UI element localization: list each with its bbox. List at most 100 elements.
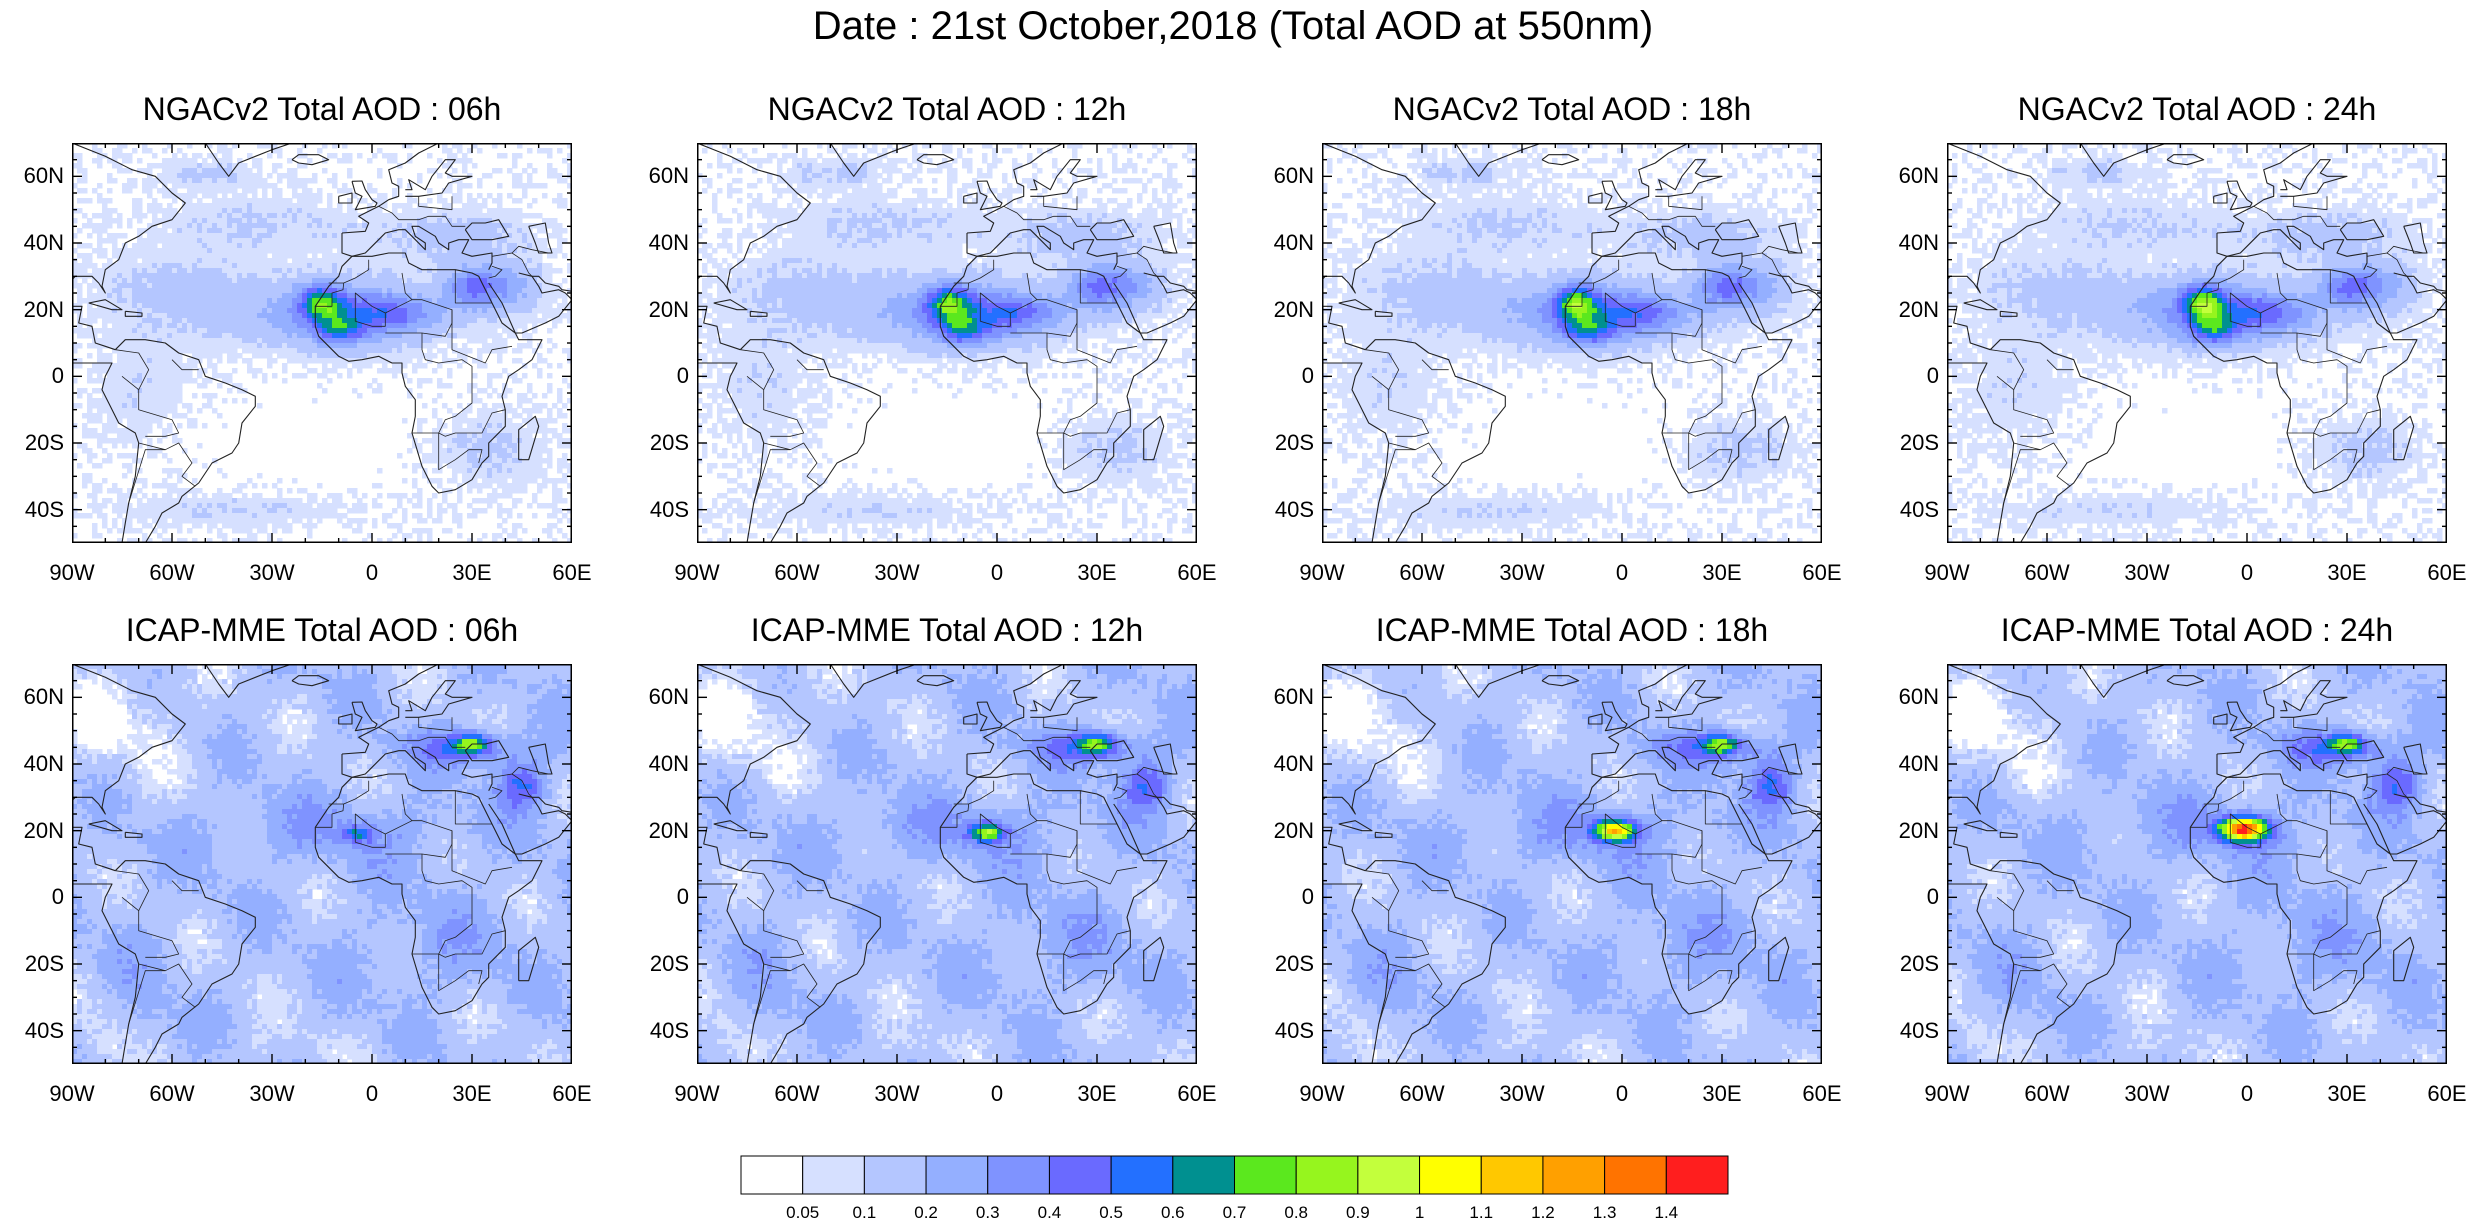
lat-tick-label: 60N [8, 164, 64, 188]
lon-tick-label: 60W [137, 1082, 207, 1106]
lat-tick-label: 20S [8, 952, 64, 976]
lat-tick-label: 40S [1258, 1019, 1314, 1043]
colorbar-label: 0.9 [1333, 1203, 1383, 1223]
colorbar-label: 1.3 [1580, 1203, 1630, 1223]
lat-tick-label: 20S [633, 952, 689, 976]
panel-title: ICAP-MME Total AOD : 12h [677, 611, 1217, 649]
lon-tick-label: 90W [662, 561, 732, 585]
aod-map [1947, 664, 2447, 1064]
lat-tick-label: 60N [8, 685, 64, 709]
colorbar-label: 0.1 [839, 1203, 889, 1223]
lon-tick-label: 30W [2112, 1082, 2182, 1106]
aod-map [1322, 664, 1822, 1064]
lat-tick-label: 20N [8, 298, 64, 322]
lat-tick-label: 40N [1883, 231, 1939, 255]
colorbar-label: 0.8 [1271, 1203, 1321, 1223]
panel-title: ICAP-MME Total AOD : 24h [1927, 611, 2466, 649]
lon-tick-label: 0 [2212, 1082, 2282, 1106]
panel-title: NGACv2 Total AOD : 06h [52, 90, 592, 128]
lon-tick-label: 60W [762, 561, 832, 585]
lat-tick-label: 60N [1883, 685, 1939, 709]
lon-tick-label: 60E [537, 561, 607, 585]
lon-tick-label: 60E [537, 1082, 607, 1106]
aod-field [1322, 664, 1822, 1064]
aod-map [697, 143, 1197, 543]
lon-tick-label: 30W [237, 1082, 307, 1106]
colorbar-swatch [1296, 1156, 1358, 1194]
colorbar-swatch [1111, 1156, 1173, 1194]
colorbar-label: 0.6 [1148, 1203, 1198, 1223]
lat-tick-label: 20S [1258, 431, 1314, 455]
colorbar-label: 1.4 [1641, 1203, 1691, 1223]
aod-map [72, 664, 572, 1064]
lon-tick-label: 30E [1062, 1082, 1132, 1106]
lon-tick-label: 30W [237, 561, 307, 585]
colorbar-swatch [1235, 1156, 1297, 1194]
lat-tick-label: 40S [633, 498, 689, 522]
lon-tick-label: 90W [662, 1082, 732, 1106]
lat-tick-label: 40N [1258, 231, 1314, 255]
lat-tick-label: 40S [1258, 498, 1314, 522]
lon-tick-label: 90W [1287, 561, 1357, 585]
aod-field [697, 143, 1197, 543]
lat-tick-label: 0 [1258, 364, 1314, 388]
panel-title: NGACv2 Total AOD : 24h [1927, 90, 2466, 128]
lat-tick-label: 60N [1883, 164, 1939, 188]
aod-map [697, 664, 1197, 1064]
lat-tick-label: 60N [1258, 685, 1314, 709]
colorbar-swatch [926, 1156, 988, 1194]
lon-tick-label: 30E [1687, 561, 1757, 585]
lon-tick-label: 30W [1487, 1082, 1557, 1106]
colorbar-swatch [803, 1156, 865, 1194]
lat-tick-label: 0 [1258, 885, 1314, 909]
colorbar-swatch [1543, 1156, 1605, 1194]
lon-tick-label: 90W [1912, 561, 1982, 585]
lat-tick-label: 20S [1883, 952, 1939, 976]
colorbar-label: 0.4 [1024, 1203, 1074, 1223]
panel-title: ICAP-MME Total AOD : 18h [1302, 611, 1842, 649]
lon-tick-label: 0 [962, 1082, 1032, 1106]
lat-tick-label: 60N [633, 164, 689, 188]
lat-tick-label: 20N [633, 298, 689, 322]
lat-tick-label: 20S [1258, 952, 1314, 976]
lat-tick-label: 20N [1258, 298, 1314, 322]
lon-tick-label: 60E [1162, 1082, 1232, 1106]
lon-tick-label: 60E [2412, 1082, 2466, 1106]
colorbar-label: 0.7 [1210, 1203, 1260, 1223]
colorbar-swatch [1666, 1156, 1728, 1194]
colorbar-label: 0.2 [901, 1203, 951, 1223]
lon-tick-label: 60W [2012, 561, 2082, 585]
lon-tick-label: 90W [1912, 1082, 1982, 1106]
lat-tick-label: 40S [1883, 1019, 1939, 1043]
lat-tick-label: 40N [633, 231, 689, 255]
lon-tick-label: 30E [1062, 561, 1132, 585]
lat-tick-label: 0 [1883, 364, 1939, 388]
lon-tick-label: 0 [962, 561, 1032, 585]
lat-tick-label: 20N [8, 819, 64, 843]
lon-tick-label: 30W [1487, 561, 1557, 585]
colorbar-swatch [741, 1156, 803, 1194]
colorbar-label: 0.3 [963, 1203, 1013, 1223]
lon-tick-label: 60E [1162, 561, 1232, 585]
aod-field [1947, 143, 2447, 543]
colorbar-swatch [1049, 1156, 1111, 1194]
lat-tick-label: 40N [8, 231, 64, 255]
colorbar-label: 1 [1395, 1203, 1445, 1223]
aod-map [1947, 143, 2447, 543]
lon-tick-label: 30E [437, 1082, 507, 1106]
lat-tick-label: 40N [633, 752, 689, 776]
aod-field [72, 143, 572, 543]
lon-tick-label: 30E [1687, 1082, 1757, 1106]
lat-tick-label: 20S [1883, 431, 1939, 455]
colorbar-label: 0.5 [1086, 1203, 1136, 1223]
colorbar-swatch [988, 1156, 1050, 1194]
lat-tick-label: 40S [8, 1019, 64, 1043]
lon-tick-label: 0 [337, 1082, 407, 1106]
lat-tick-label: 20S [633, 431, 689, 455]
lat-tick-label: 20S [8, 431, 64, 455]
lon-tick-label: 90W [37, 561, 107, 585]
lon-tick-label: 30E [437, 561, 507, 585]
lon-tick-label: 0 [1587, 561, 1657, 585]
lon-tick-label: 60W [1387, 561, 1457, 585]
lon-tick-label: 60E [1787, 561, 1857, 585]
